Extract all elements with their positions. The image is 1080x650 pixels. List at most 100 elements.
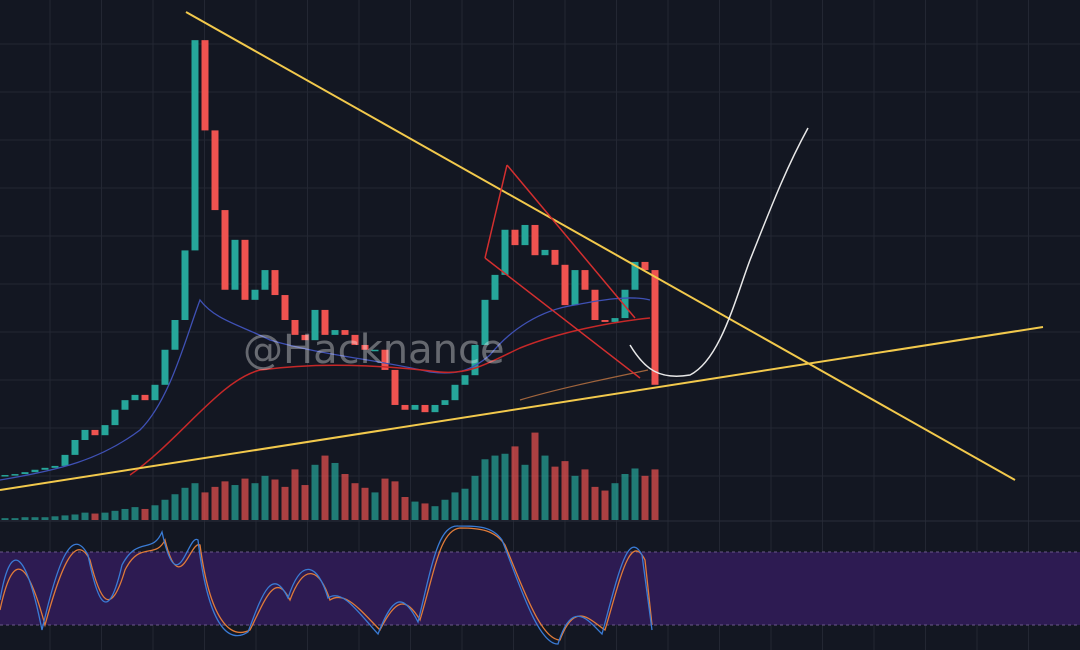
volume-bar [421, 503, 429, 520]
volume-bar [221, 481, 229, 520]
stoch-d [0, 527, 653, 641]
volume-bar [451, 492, 459, 520]
candle [11, 474, 19, 476]
candle [271, 270, 279, 296]
volume-bar [311, 464, 319, 520]
candle [361, 344, 369, 350]
volume-bar [411, 501, 419, 520]
volume-bar [601, 490, 609, 520]
ma-fast [0, 297, 651, 481]
volume-bar [401, 497, 409, 520]
volume-bar [41, 517, 49, 520]
volume-bar [541, 455, 549, 520]
candle [401, 404, 409, 410]
volume-bar [481, 459, 489, 520]
volume-bar [151, 505, 159, 520]
volume-bar [641, 475, 649, 520]
volume-bar [61, 515, 69, 520]
projection [629, 127, 809, 377]
volume-bar [251, 483, 259, 520]
candle [631, 261, 639, 290]
candle [441, 400, 449, 405]
volume-bar [351, 483, 359, 520]
candle [71, 440, 79, 455]
volume-bar [171, 494, 179, 520]
stoch-band [0, 552, 1080, 625]
volume-bar [281, 486, 289, 520]
volume-layer [1, 432, 659, 520]
candle [91, 429, 99, 436]
volume-bar [441, 499, 449, 520]
candle [281, 295, 289, 320]
volume-bar [261, 475, 269, 520]
volume-bar [131, 507, 139, 520]
candle [141, 394, 149, 401]
volume-bar [371, 492, 379, 520]
candle [501, 229, 509, 275]
volume-bar [201, 492, 209, 520]
ma-long [519, 369, 649, 401]
candle [201, 40, 209, 131]
volume-bar [391, 481, 399, 520]
candle [1, 475, 9, 477]
volume-bar [551, 466, 559, 520]
volume-bar [581, 469, 589, 520]
candle [411, 404, 419, 410]
stoch-k [0, 525, 653, 645]
watermark: @Hacknance [243, 327, 505, 373]
candle [31, 469, 39, 473]
volume-bar [521, 464, 529, 520]
volume-bar [461, 488, 469, 520]
volume-bar [611, 483, 619, 520]
volume-bar [1, 518, 9, 520]
candle [181, 250, 189, 320]
volume-bar [11, 518, 19, 520]
volume-bar [331, 462, 339, 520]
candle [61, 454, 69, 466]
volume-bar [501, 453, 509, 520]
candle [551, 249, 559, 265]
volume-bar [621, 474, 629, 520]
candle [171, 320, 179, 350]
candle [491, 274, 499, 300]
volume-bar [341, 474, 349, 520]
volume-bar [531, 432, 539, 520]
channel-side [484, 164, 508, 259]
volume-bar [71, 514, 79, 520]
candle [391, 369, 399, 405]
volume-bar [31, 517, 39, 520]
candle [21, 472, 29, 475]
volume-bar [591, 486, 599, 520]
volume-bar [81, 512, 89, 520]
candle [381, 349, 389, 370]
candle [51, 465, 59, 468]
candle [321, 309, 329, 335]
volume-bar [471, 475, 479, 520]
volume-bar [111, 510, 119, 520]
candle [481, 299, 489, 345]
candle [261, 270, 269, 290]
channel-bottom [484, 257, 641, 379]
candle [611, 318, 619, 322]
channel-top [506, 164, 636, 319]
volume-bar [561, 461, 569, 520]
candle [301, 334, 309, 341]
volume-bar [101, 512, 109, 520]
volume-bar [271, 479, 279, 520]
candle [561, 264, 569, 306]
volume-bar [191, 483, 199, 520]
candle [511, 229, 519, 246]
volume-bar [321, 455, 329, 520]
candle [101, 425, 109, 436]
volume-bar [161, 499, 169, 520]
candle [111, 409, 119, 426]
candle [431, 404, 439, 413]
volume-bar [361, 487, 369, 520]
candle [521, 224, 529, 246]
ma-slow [129, 317, 651, 476]
volume-bar [231, 485, 239, 520]
candle [621, 289, 629, 319]
